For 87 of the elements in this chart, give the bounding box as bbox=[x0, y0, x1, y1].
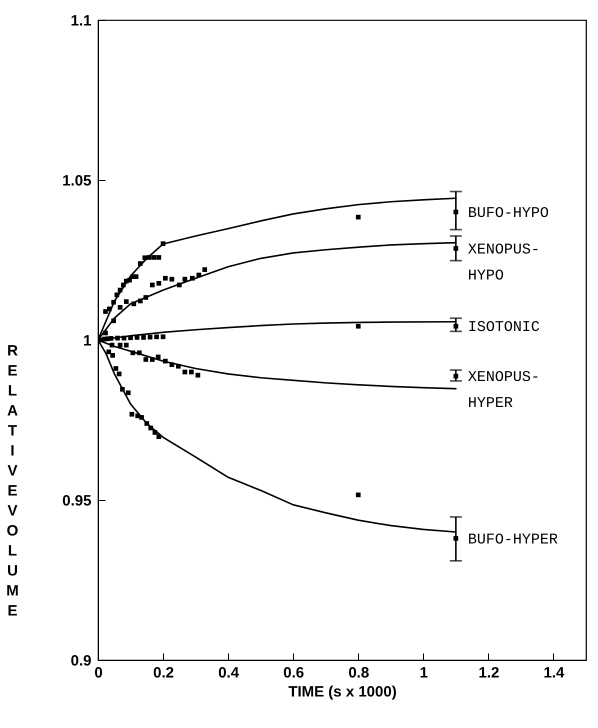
point bbox=[127, 278, 132, 283]
point bbox=[114, 292, 120, 298]
point bbox=[116, 372, 122, 376]
point bbox=[150, 357, 155, 362]
point bbox=[134, 335, 140, 340]
point bbox=[122, 336, 126, 340]
point bbox=[156, 354, 161, 360]
y-tick-label: 1.05 bbox=[62, 172, 92, 190]
point bbox=[190, 276, 195, 281]
point bbox=[114, 366, 118, 371]
series-label: ISOTONIC bbox=[468, 319, 540, 336]
point bbox=[160, 241, 166, 246]
point bbox=[182, 370, 188, 374]
point bbox=[107, 306, 112, 312]
x-axis-title: TIME (s x 1000) bbox=[288, 684, 397, 700]
point bbox=[143, 295, 148, 300]
point bbox=[139, 415, 144, 420]
point bbox=[118, 288, 122, 292]
point bbox=[136, 350, 142, 356]
y-tick-label: 1.1 bbox=[70, 12, 92, 30]
series-label: BUFO-HYPER bbox=[468, 531, 558, 548]
point bbox=[120, 386, 125, 392]
point bbox=[196, 372, 200, 378]
x-tick-label: 1.4 bbox=[544, 664, 566, 682]
point bbox=[103, 309, 108, 314]
point bbox=[170, 362, 174, 367]
point bbox=[148, 334, 152, 340]
point bbox=[115, 336, 120, 340]
point bbox=[108, 336, 114, 341]
point bbox=[118, 342, 122, 348]
point bbox=[106, 349, 112, 354]
x-tick-label: 0.8 bbox=[348, 664, 370, 682]
point bbox=[189, 370, 194, 374]
point bbox=[111, 300, 116, 305]
point bbox=[138, 261, 143, 266]
point bbox=[182, 276, 188, 282]
point bbox=[146, 255, 152, 260]
point bbox=[124, 342, 129, 348]
point bbox=[163, 358, 168, 364]
point bbox=[128, 335, 133, 340]
series-label: XENOPUS-HYPER bbox=[468, 369, 540, 412]
point bbox=[156, 434, 162, 439]
x-tick-label: 0.4 bbox=[218, 664, 240, 682]
point bbox=[170, 276, 174, 282]
series-label: XENOPUS-HYPO bbox=[468, 241, 540, 284]
point bbox=[160, 334, 166, 340]
text: RELATIVE VOLUME bbox=[6, 342, 19, 620]
point bbox=[176, 282, 182, 288]
point bbox=[163, 276, 168, 281]
point bbox=[196, 272, 202, 278]
point bbox=[121, 282, 126, 288]
x-tick-label: 0.2 bbox=[153, 664, 174, 682]
point bbox=[156, 281, 162, 286]
point bbox=[126, 390, 131, 396]
point bbox=[141, 335, 146, 340]
point bbox=[356, 214, 361, 220]
point bbox=[356, 324, 361, 329]
point bbox=[124, 299, 129, 304]
x-tick-label: 0 bbox=[94, 664, 103, 682]
point bbox=[118, 305, 122, 310]
point bbox=[143, 357, 148, 362]
point bbox=[130, 350, 136, 356]
point bbox=[144, 421, 150, 426]
point bbox=[356, 492, 361, 498]
point bbox=[103, 330, 108, 336]
point bbox=[110, 353, 115, 358]
series-label: BUFO-HYPO bbox=[468, 205, 549, 222]
y-tick-label: 0.95 bbox=[62, 492, 92, 510]
y-tick-label: 1 bbox=[83, 332, 92, 350]
point bbox=[129, 412, 134, 417]
x-tick-label: 1.2 bbox=[478, 664, 500, 682]
point bbox=[176, 364, 181, 369]
point bbox=[150, 282, 155, 288]
point bbox=[134, 274, 138, 279]
x-tick-label: 0.6 bbox=[283, 664, 304, 682]
x-tick-label: 1 bbox=[420, 664, 428, 682]
point bbox=[152, 430, 158, 435]
point bbox=[202, 267, 208, 272]
point bbox=[154, 334, 159, 340]
point bbox=[131, 301, 136, 306]
point bbox=[152, 255, 156, 260]
y-tick-label: 0.9 bbox=[70, 652, 92, 670]
point bbox=[138, 298, 143, 304]
point bbox=[110, 342, 114, 348]
point bbox=[111, 318, 116, 324]
point bbox=[156, 255, 162, 260]
point bbox=[148, 426, 154, 430]
